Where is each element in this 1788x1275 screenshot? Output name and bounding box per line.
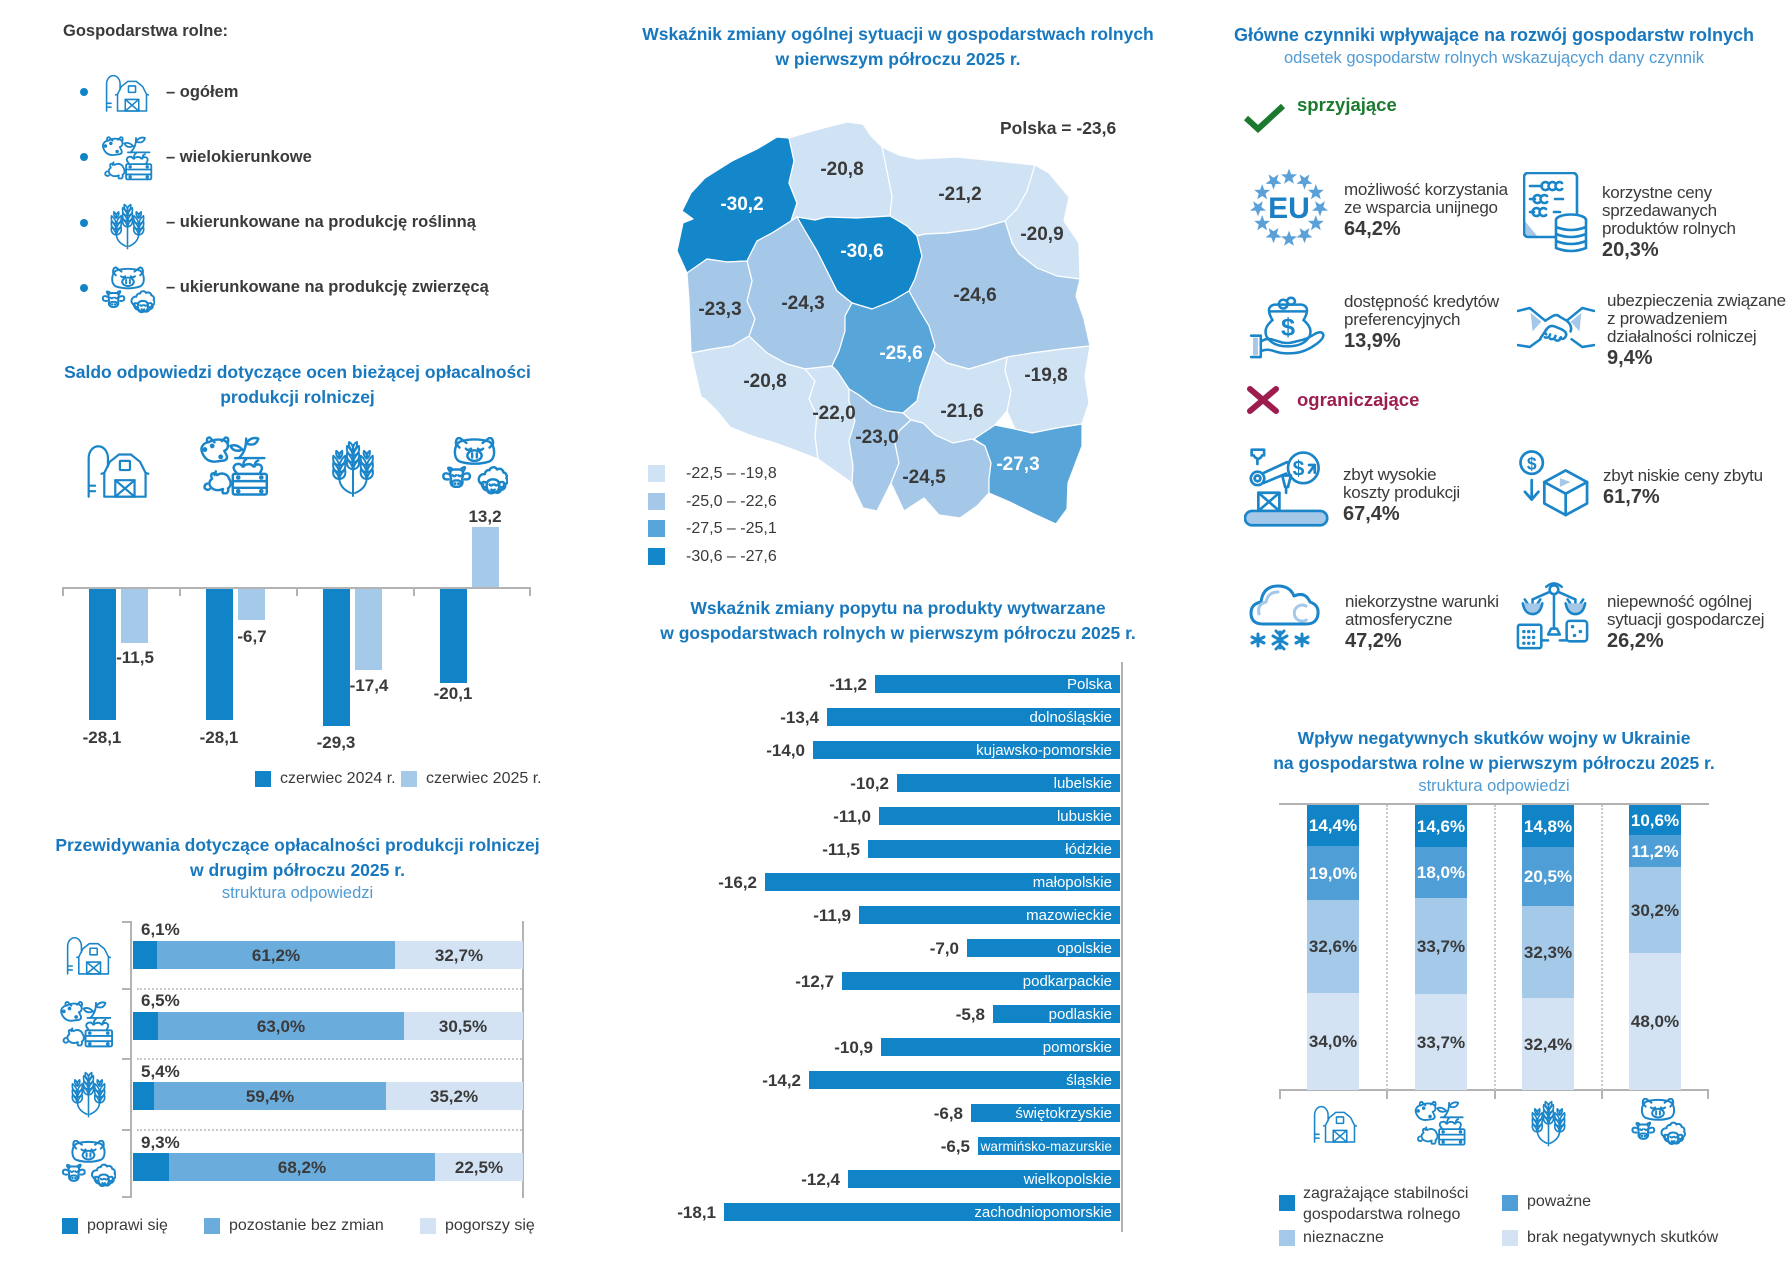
svg-text:-23,3: -23,3: [698, 299, 741, 320]
svg-text:-25,6: -25,6: [879, 343, 922, 364]
svg-text:-30,2: -30,2: [720, 194, 763, 215]
svg-text:-19,8: -19,8: [1024, 365, 1067, 386]
svg-text:-23,0: -23,0: [855, 427, 898, 448]
svg-text:-20,8: -20,8: [743, 371, 786, 392]
svg-text:-22,0: -22,0: [812, 403, 855, 424]
svg-text:-24,6: -24,6: [953, 285, 996, 306]
svg-text:-30,6: -30,6: [840, 241, 883, 262]
svg-text:-20,9: -20,9: [1020, 224, 1063, 245]
svg-text:-20,8: -20,8: [820, 159, 863, 180]
svg-text:-27,3: -27,3: [996, 454, 1039, 475]
svg-text:-24,5: -24,5: [902, 467, 946, 488]
svg-text:-21,2: -21,2: [938, 184, 981, 205]
svg-text:-21,6: -21,6: [940, 401, 983, 422]
svg-text:-24,3: -24,3: [781, 293, 824, 314]
